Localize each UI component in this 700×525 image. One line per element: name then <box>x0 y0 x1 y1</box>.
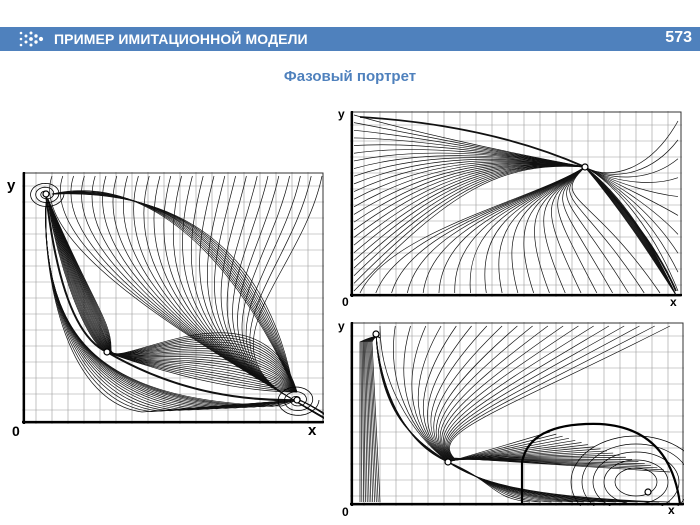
x-axis-label-left: x <box>308 422 317 439</box>
phase-portrait-left <box>22 172 324 424</box>
phase-portrait-top-right <box>350 111 682 297</box>
page-number: 573 <box>665 29 692 46</box>
trajectory <box>566 166 629 294</box>
dots-arrow-icon <box>19 31 44 47</box>
x-axis-label-bottom-right: x <box>668 503 675 517</box>
trajectories <box>45 175 324 419</box>
equilibrium-point <box>293 396 301 404</box>
cycle-orbit <box>614 467 658 497</box>
trajectory <box>359 116 677 292</box>
origin-label-left: 0 <box>12 423 20 439</box>
trajectory <box>584 166 677 296</box>
saddle-point <box>103 348 111 356</box>
trajectory <box>375 333 638 503</box>
y-axis-label-bottom-right: y <box>338 319 345 333</box>
trajectory <box>448 325 664 471</box>
origin-label-top-right: 0 <box>342 295 349 309</box>
cycle-orbit <box>581 443 684 506</box>
trajectory <box>375 333 649 503</box>
trajectory <box>442 325 633 460</box>
trajectory <box>353 165 586 292</box>
trajectories <box>359 116 677 292</box>
trajectory <box>45 201 298 407</box>
trajectory <box>214 175 324 419</box>
trajectory <box>569 166 645 294</box>
limit-cycle-outer <box>520 422 682 505</box>
trajectory <box>407 166 586 294</box>
slide-header-title: ПРИМЕР ИМИТАЦИОННОЙ МОДЕЛИ <box>54 31 308 47</box>
trajectory <box>430 325 595 461</box>
trajectory <box>511 166 586 294</box>
trajectory <box>51 193 294 387</box>
y-axis-label-top-right: y <box>338 107 345 121</box>
saddle-point <box>444 458 452 466</box>
phase-portrait-bottom-right-plot <box>350 322 684 506</box>
phase-portrait-top-right-plot <box>350 111 682 297</box>
trajectory <box>447 325 658 469</box>
phase-portrait-bottom-right <box>350 322 684 506</box>
trajectory <box>51 190 294 387</box>
trajectory <box>534 166 586 294</box>
trajectory <box>439 325 620 461</box>
trajectories <box>353 114 679 296</box>
trajectory <box>375 333 595 503</box>
slide-subtitle: Фазовый портрет <box>283 68 417 85</box>
trajectory <box>543 166 586 294</box>
phase-portrait-left-plot <box>22 172 324 424</box>
trajectory <box>562 166 613 294</box>
cycle-orbit <box>570 435 684 506</box>
limit-cycle <box>520 422 684 506</box>
trajectory <box>584 120 679 174</box>
trajectory <box>427 325 588 462</box>
trajectory <box>199 175 324 419</box>
header-bar: ПРИМЕР ИМИТАЦИОННОЙ МОДЕЛИ 573 <box>0 27 700 51</box>
trajectory <box>375 333 574 503</box>
equilibrium-point <box>372 330 380 338</box>
trajectory <box>403 325 563 462</box>
trajectory <box>469 166 586 294</box>
equilibrium-point <box>42 190 50 198</box>
trajectory <box>571 166 661 294</box>
trajectory <box>551 166 586 294</box>
y-axis-label-left: y <box>7 177 16 194</box>
trajectories <box>359 325 671 503</box>
trajectory <box>353 164 586 238</box>
trajectory <box>449 325 671 473</box>
trajectory <box>375 333 606 503</box>
trajectory <box>437 325 614 461</box>
trajectory <box>446 325 652 467</box>
equilibrium-point <box>581 163 589 171</box>
equilibrium-point <box>644 488 652 496</box>
trajectory <box>445 325 645 464</box>
trajectory <box>584 166 679 216</box>
trajectory <box>441 325 626 460</box>
trajectory <box>435 325 607 461</box>
trajectory <box>523 166 586 294</box>
trajectory <box>444 325 639 462</box>
grid-lines <box>350 322 684 506</box>
plot-frame <box>350 322 684 506</box>
cycle-orbit <box>592 451 680 506</box>
cycle-orbit <box>603 459 669 505</box>
x-axis-label-top-right: x <box>670 295 677 309</box>
trajectory <box>557 166 598 294</box>
origin-label-bottom-right: 0 <box>342 505 349 519</box>
trajectory <box>375 333 627 503</box>
trajectory <box>433 325 601 461</box>
trajectory <box>51 190 294 387</box>
trajectory <box>584 166 679 292</box>
trajectory <box>51 191 294 387</box>
trajectory <box>353 164 586 254</box>
trajectory <box>353 161 586 200</box>
trajectory <box>353 163 586 231</box>
trajectory <box>252 175 324 419</box>
